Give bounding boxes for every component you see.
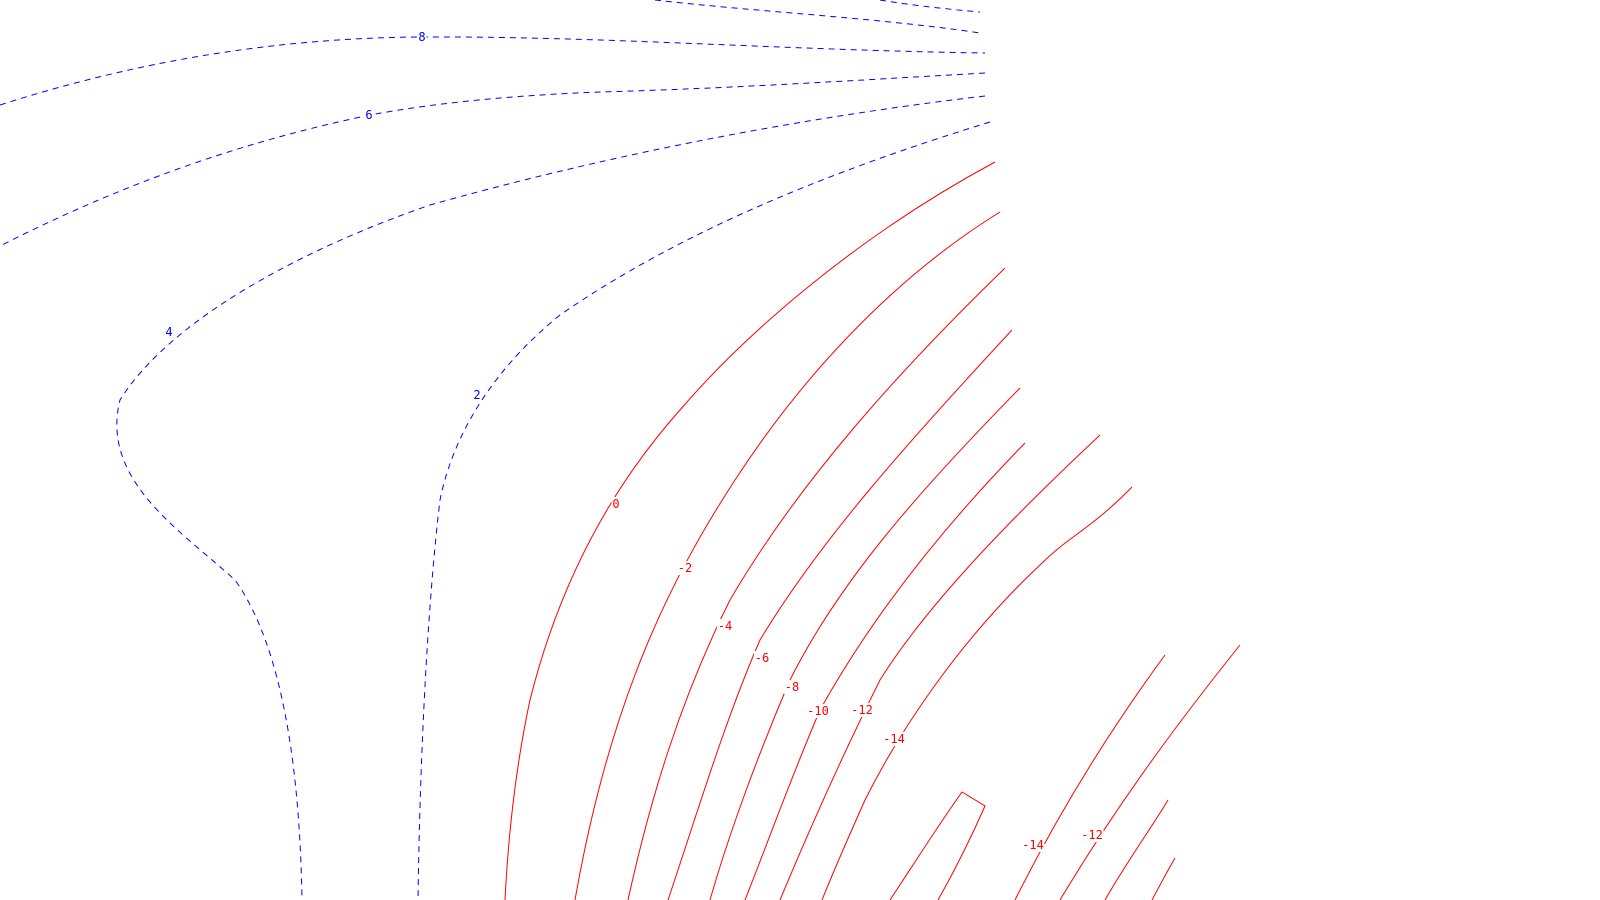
- contour-line-2: [417, 121, 991, 900]
- contour-line-right-short-1: [1104, 799, 1169, 900]
- contour-line-minus-2: [574, 211, 1001, 900]
- contour-label: -12: [1081, 828, 1103, 842]
- contour-line-minus-12-right: [1059, 644, 1241, 900]
- contour-label-bg: [472, 388, 482, 402]
- contour-lines: [0, 0, 1241, 900]
- contour-label: -4: [718, 619, 732, 633]
- contour-line-closed-loop: [889, 791, 986, 900]
- contour-label-bg: [850, 703, 874, 717]
- contour-line-minus-12: [779, 434, 1101, 900]
- contour-line-top-1: [654, 0, 981, 34]
- contour-label-bg: [882, 732, 906, 746]
- contour-line-8: [0, 36, 986, 106]
- contour-label-bg: [677, 561, 693, 575]
- contour-label-bg: [754, 651, 770, 665]
- contour-label-bg: [784, 680, 800, 694]
- contour-label: -6: [755, 651, 769, 665]
- contour-label-bg: [417, 30, 427, 44]
- contour-line-minus-4: [627, 267, 1006, 900]
- contour-label-bg: [717, 619, 733, 633]
- contour-line-0: [504, 161, 996, 900]
- contour-line-top-2: [879, 0, 981, 13]
- contour-line-minus-14: [821, 486, 1133, 900]
- contour-label: 4: [165, 325, 172, 339]
- contour-line-8b: [0, 72, 986, 247]
- contour-line-minus-14-right: [1014, 654, 1166, 900]
- contour-label-bg: [364, 108, 374, 122]
- contour-labels: 8 6 4 2 0 -2 -4 -6 -8 -10 -12 -14 -14 -12: [164, 30, 1104, 852]
- contour-line-minus-8: [709, 387, 1021, 900]
- contour-label: 2: [473, 388, 480, 402]
- contour-label: -14: [883, 732, 905, 746]
- contour-label-bg: [1021, 838, 1045, 852]
- contour-label: 6: [365, 108, 372, 122]
- contour-label: -8: [785, 680, 799, 694]
- contour-label: -2: [678, 561, 692, 575]
- contour-label-bg: [1080, 828, 1104, 842]
- contour-label: 0: [612, 497, 619, 511]
- contour-label-bg: [164, 325, 174, 339]
- contour-label-bg: [611, 497, 621, 511]
- contour-label: 8: [418, 30, 425, 44]
- contour-line-4: [116, 95, 986, 900]
- contour-line-minus-10: [744, 442, 1026, 900]
- contour-label-bg: [806, 704, 830, 718]
- contour-label: -14: [1022, 838, 1044, 852]
- contour-line-minus-6: [667, 329, 1013, 900]
- contour-label: -12: [851, 703, 873, 717]
- contour-label: -10: [807, 704, 829, 718]
- contour-line-right-short-2: [1151, 857, 1176, 900]
